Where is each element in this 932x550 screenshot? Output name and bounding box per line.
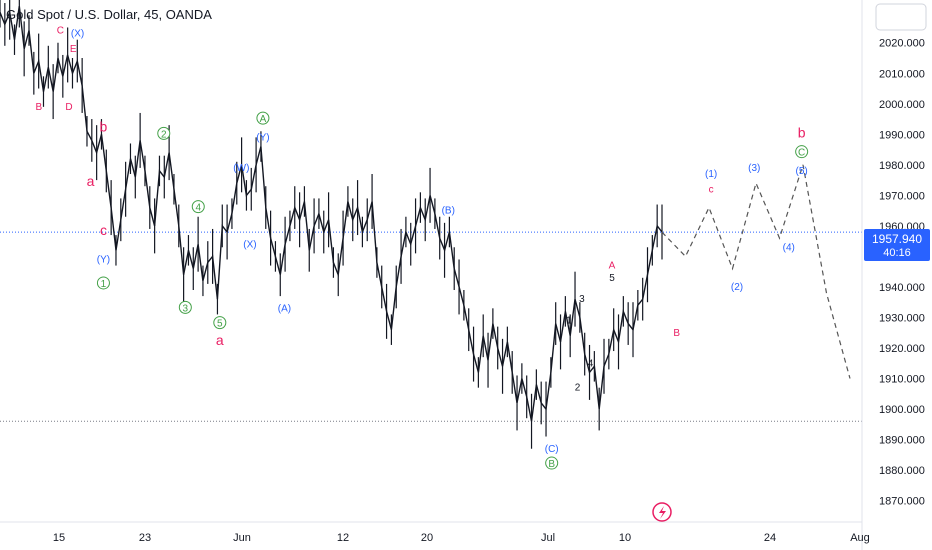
wave-annotations: C (X) E B Db a c (Y) 1 2 4 3 5 a A (Y) (W) (X) (A) (B) (C) B 1… — [35, 26, 809, 470]
price-tick-label: 1880.000 — [879, 465, 925, 477]
wave-label: 5 — [609, 273, 615, 284]
wave-label: a — [87, 173, 95, 189]
wave-label: C — [57, 26, 64, 37]
wave-label: 4 — [195, 203, 201, 214]
wave-label: c — [100, 222, 107, 238]
wave-label: (B) — [442, 206, 455, 217]
price-tick-label: 2010.000 — [879, 68, 925, 80]
time-tick-label: 24 — [764, 532, 776, 544]
wave-label: C — [798, 148, 805, 159]
wave-label-circle — [96, 276, 110, 290]
price-axis[interactable]: 2020.000 2010.000 2000.000 1990.000 1980.000… — [861, 0, 925, 550]
wave-label-circle — [178, 300, 192, 314]
wave-label-circle — [213, 316, 227, 330]
wave-label: (5) — [796, 166, 808, 177]
time-tick-label: 12 — [337, 532, 349, 544]
wave-label: 4 — [588, 358, 594, 369]
chart-settings-button[interactable] — [875, 3, 927, 31]
lightning-event-icon[interactable] — [652, 502, 672, 522]
wave-label: (Y) — [97, 255, 110, 266]
time-tick-label: Aug — [850, 532, 870, 544]
wave-label: (1) — [705, 169, 717, 180]
wave-label-circle — [256, 111, 270, 125]
wave-label: A — [260, 114, 267, 125]
time-axis[interactable]: 15 23 Jun 12 20 Jul 10 24 Aug — [0, 521, 870, 544]
wave-label: 2 — [161, 129, 167, 140]
wave-label: (X) — [243, 239, 256, 250]
wave-label: (3) — [748, 163, 760, 174]
wave-label: B — [35, 102, 42, 113]
price-tick-label: 1930.000 — [879, 312, 925, 324]
wave-label: (X) — [71, 29, 84, 40]
wave-label-circle — [157, 126, 171, 140]
time-tick-label: 23 — [139, 532, 151, 544]
price-series-line — [0, 6, 663, 422]
wave-label-circle — [191, 200, 205, 214]
time-tick-label: Jul — [541, 532, 555, 544]
chart-title: Gold Spot / U.S. Dollar, 45, OANDA — [6, 7, 212, 22]
wave-label: 1 — [101, 279, 107, 290]
time-tick-label: 15 — [53, 532, 65, 544]
price-tick-label: 1870.000 — [879, 496, 925, 508]
price-tick-label: 1940.000 — [879, 282, 925, 294]
time-tick-label: 10 — [619, 532, 631, 544]
last-price-badge: 1957.940 40:16 — [864, 229, 930, 261]
wave-label: 3 — [579, 294, 585, 305]
wave-label: c — [709, 184, 714, 195]
price-tick-label: 1990.000 — [879, 129, 925, 141]
wave-label: 2 — [575, 383, 581, 394]
wave-label: (C) — [545, 444, 559, 455]
wave-label-circle — [795, 145, 809, 159]
bar-countdown-text: 40:16 — [883, 247, 911, 259]
wave-label: (W) — [233, 163, 249, 174]
price-tick-label: 1900.000 — [879, 404, 925, 416]
wave-label: (2) — [731, 282, 743, 293]
wave-label: (4) — [783, 242, 795, 253]
wave-label: B — [673, 328, 680, 339]
wave-label: b — [100, 118, 108, 134]
wave-label: 3 — [183, 303, 189, 314]
price-tick-label: 1890.000 — [879, 435, 925, 447]
wave-label: 1 — [566, 316, 572, 327]
wave-label: (Y) — [256, 132, 269, 143]
wave-label: 5 — [217, 319, 223, 330]
time-tick-label: Jun — [233, 532, 251, 544]
projection-path — [661, 164, 851, 379]
price-tick-label: 1980.000 — [879, 160, 925, 172]
price-tick-label: 1920.000 — [879, 343, 925, 355]
wave-label: b — [798, 124, 806, 140]
plot-area — [0, 0, 862, 449]
price-tick-label: 2020.000 — [879, 38, 925, 50]
price-tick-label: 1910.000 — [879, 374, 925, 386]
wave-label: B — [548, 459, 555, 470]
time-tick-label: 20 — [421, 532, 433, 544]
wave-label: D — [65, 102, 72, 113]
wave-label: (A) — [278, 303, 291, 314]
price-series — [0, 0, 663, 449]
wave-label: a — [216, 332, 224, 348]
wave-label-circle — [545, 456, 559, 470]
price-tick-label: 2000.000 — [879, 99, 925, 111]
wave-label: A — [609, 261, 616, 272]
last-price-text: 1957.940 — [872, 232, 922, 246]
price-tick-label: 1970.000 — [879, 190, 925, 202]
wave-label: E — [70, 44, 77, 55]
